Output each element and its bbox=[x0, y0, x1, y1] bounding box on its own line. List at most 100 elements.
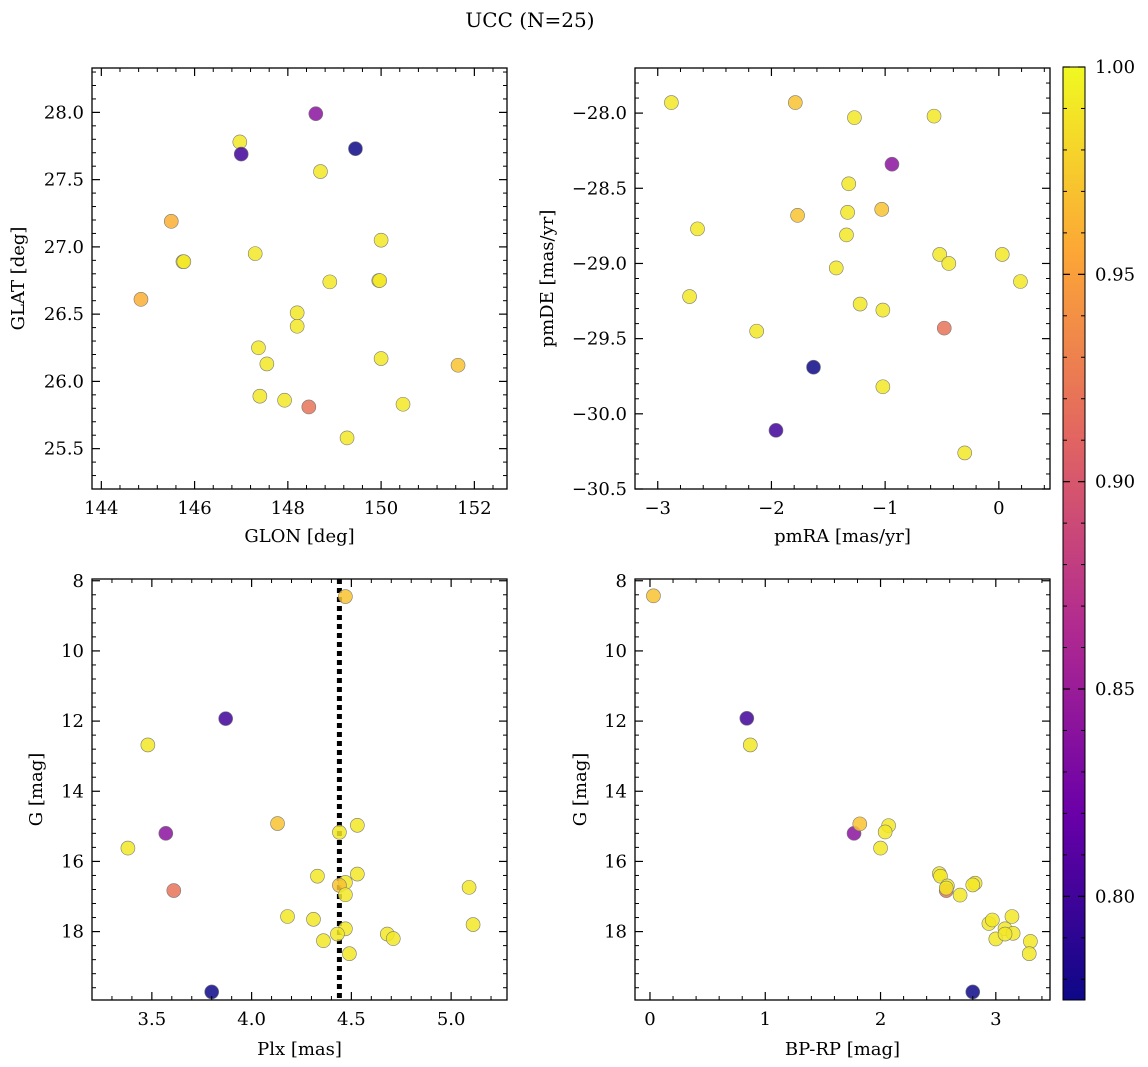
x-tick-label: 3 bbox=[990, 1009, 1001, 1030]
ticks: −3 −2 −1 0 −30.5 −30.0 −29.5 −29.0 −28.5 −28.0 bbox=[572, 67, 1050, 519]
data-point bbox=[395, 396, 411, 412]
colorbar: 0.80 0.85 0.90 0.95 1.00 bbox=[1062, 57, 1135, 1001]
x-tick-label: 144 bbox=[84, 498, 118, 519]
data-point bbox=[1013, 274, 1028, 289]
data-point bbox=[339, 430, 355, 446]
y-tick-label: −28.0 bbox=[572, 103, 627, 124]
y-axis-label: GLAT [deg] bbox=[8, 227, 29, 331]
data-point bbox=[877, 824, 893, 840]
x-tick-label: −1 bbox=[872, 498, 899, 519]
data-point bbox=[690, 221, 705, 237]
figure-title: UCC (N=25) bbox=[465, 8, 594, 32]
data-point bbox=[120, 840, 136, 856]
data-point bbox=[306, 912, 321, 927]
data-point bbox=[163, 214, 179, 229]
data-point bbox=[289, 318, 305, 334]
axes-frame bbox=[634, 67, 1051, 490]
data-point bbox=[840, 205, 855, 220]
panel-glon-glat: 144 146 148 150 152 25.5 26.0 26.5 27.0 27.5 28.0 G… bbox=[8, 67, 508, 547]
data-point bbox=[884, 156, 900, 172]
data-point bbox=[994, 247, 1010, 262]
data-point bbox=[749, 323, 764, 339]
data-point bbox=[342, 946, 357, 961]
data-point bbox=[997, 926, 1013, 942]
data-point bbox=[739, 710, 755, 726]
y-tick-label: 16 bbox=[604, 851, 627, 872]
x-tick-label: 152 bbox=[457, 498, 491, 519]
data-point bbox=[806, 359, 821, 375]
axes-frame bbox=[91, 67, 508, 490]
x-tick-label: 150 bbox=[364, 498, 398, 519]
data-point bbox=[350, 866, 365, 882]
x-tick-label: 0 bbox=[644, 1009, 655, 1030]
data-point bbox=[936, 320, 952, 336]
data-point bbox=[682, 289, 697, 304]
data-point bbox=[158, 826, 174, 841]
data-point bbox=[1004, 909, 1020, 924]
data-point bbox=[952, 887, 968, 903]
y-tick-label: 26.0 bbox=[44, 371, 84, 392]
data-point bbox=[742, 737, 758, 753]
ticks: 3.5 4.0 4.5 5.0 8 10 12 14 16 18 bbox=[61, 571, 507, 1030]
x-tick-label: 148 bbox=[271, 498, 305, 519]
data-point bbox=[790, 208, 805, 223]
data-point bbox=[1023, 934, 1038, 949]
data-point bbox=[270, 816, 285, 831]
data-point bbox=[852, 296, 868, 312]
data-point bbox=[926, 108, 942, 124]
colorbar-gradient bbox=[1062, 66, 1086, 1001]
data-point bbox=[176, 254, 192, 269]
data-point bbox=[941, 256, 957, 271]
data-point bbox=[350, 817, 365, 833]
data-point bbox=[465, 917, 481, 932]
y-tick-label: −30.0 bbox=[572, 404, 627, 425]
data-point bbox=[313, 164, 328, 179]
data-point bbox=[277, 392, 292, 408]
y-tick-label: −30.5 bbox=[572, 479, 627, 500]
x-tick-label: 0 bbox=[993, 498, 1004, 519]
data-point bbox=[251, 340, 266, 356]
data-point bbox=[852, 816, 868, 832]
data-point bbox=[385, 931, 401, 946]
data-point bbox=[322, 274, 338, 290]
y-tick-label: 18 bbox=[604, 922, 627, 943]
x-axis-label: BP-RP [mag] bbox=[785, 1039, 900, 1060]
scatter-points bbox=[133, 106, 466, 446]
y-tick-label: 8 bbox=[73, 571, 84, 592]
data-point bbox=[332, 825, 347, 840]
data-point bbox=[839, 227, 854, 243]
data-point bbox=[461, 880, 477, 895]
scatter-points bbox=[646, 588, 1038, 1000]
x-tick-label: 2 bbox=[875, 1009, 886, 1030]
data-point bbox=[875, 379, 891, 395]
data-point bbox=[932, 247, 948, 262]
y-tick-label: −29.5 bbox=[572, 329, 627, 350]
data-point bbox=[301, 399, 317, 415]
colorbar-tick-label: 1.00 bbox=[1095, 57, 1135, 78]
y-tick-label: 12 bbox=[61, 711, 84, 732]
data-point bbox=[289, 305, 305, 321]
axes-frame bbox=[634, 578, 1051, 1001]
y-tick-label: 8 bbox=[616, 571, 627, 592]
data-point bbox=[259, 356, 275, 372]
x-tick-label: 4.5 bbox=[337, 1009, 366, 1030]
data-point bbox=[232, 134, 248, 150]
axes-frame bbox=[91, 578, 508, 1001]
data-point bbox=[985, 912, 1000, 928]
data-point bbox=[957, 445, 973, 461]
y-tick-label: 26.5 bbox=[44, 304, 84, 325]
data-point bbox=[664, 95, 679, 110]
y-tick-label: 16 bbox=[61, 851, 84, 872]
data-point bbox=[965, 877, 981, 893]
y-tick-label: −28.5 bbox=[572, 178, 627, 199]
data-point bbox=[450, 357, 466, 373]
data-point bbox=[348, 141, 363, 157]
y-tick-label: −29.0 bbox=[572, 253, 627, 274]
x-tick-label: 146 bbox=[177, 498, 211, 519]
data-point bbox=[874, 202, 890, 217]
x-tick-label: 3.5 bbox=[138, 1009, 167, 1030]
ticks: 144 146 148 150 152 25.5 26.0 26.5 27.0 27.5 28.0 bbox=[44, 68, 507, 519]
